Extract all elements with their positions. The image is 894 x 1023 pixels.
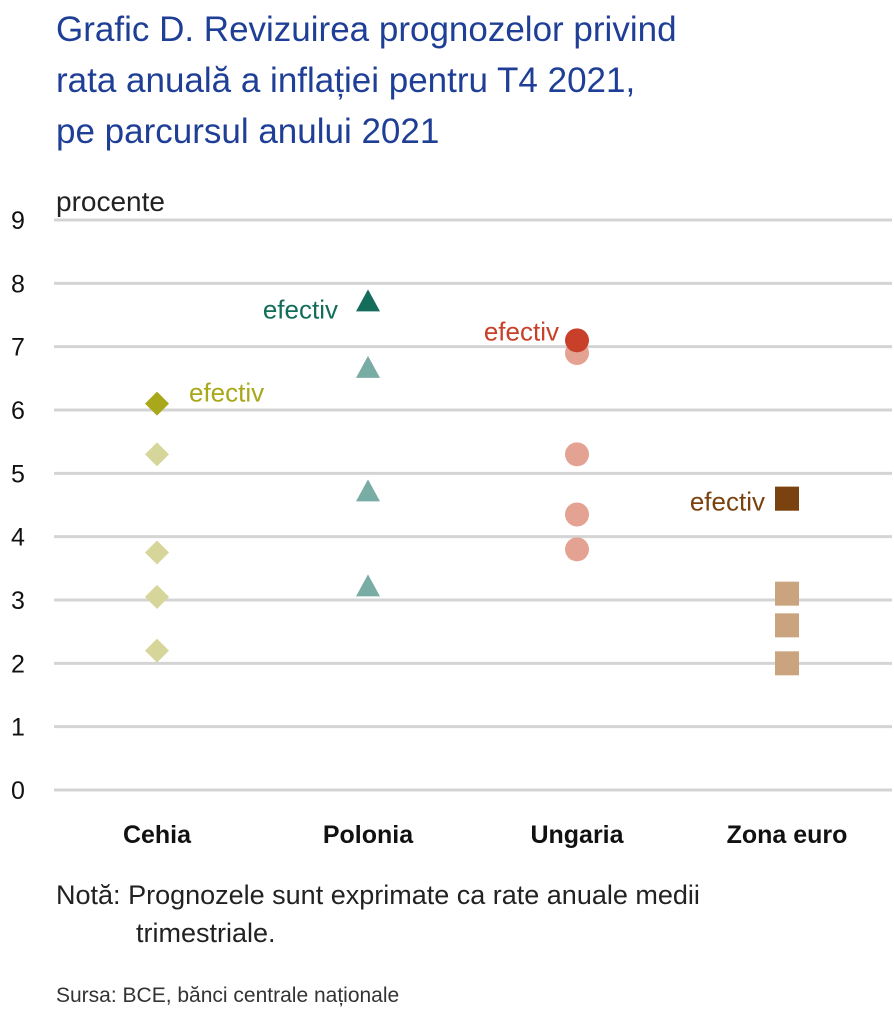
forecast-point-1-1 [145, 638, 169, 663]
gridlines [54, 218, 892, 792]
actual-label-1: efectiv [189, 378, 264, 408]
actual-point-4 [775, 486, 799, 511]
forecast-point-3-1 [565, 537, 589, 562]
x-category-label-1: Cehia [123, 821, 192, 849]
y-axis-ticks: 0 1 2 3 4 5 6 7 8 9 [11, 207, 25, 805]
forecast-point-1-2 [145, 584, 169, 609]
chart-title-line-1: Grafic D. Revizuirea prognozelor privind [56, 10, 677, 49]
x-axis-categories: Cehia Polonia Ungaria Zona euro [123, 821, 847, 849]
unit-label: procente [56, 186, 165, 217]
forecast-point-4-1 [775, 651, 799, 676]
data-points: efectiv efectiv efectiv efectiv [145, 289, 799, 676]
x-category-label-2: Polonia [323, 821, 414, 849]
forecast-point-3-2 [565, 502, 589, 527]
chart-title-line-3: pe parcursul anului 2021 [56, 112, 440, 151]
forecast-point-2-3 [356, 355, 380, 378]
source-note: Sursa: BCE, bănci centrale naționale [56, 984, 400, 1007]
actual-point-1 [145, 391, 169, 416]
chart-title: Grafic D. Revizuirea prognozelor privind… [56, 4, 876, 157]
y-tick-label-9: 9 [11, 207, 25, 235]
actual-label-4: efectiv [690, 487, 765, 517]
y-tick-label-8: 8 [11, 270, 25, 298]
y-tick-label-2: 2 [11, 650, 25, 678]
actual-label-2: efectiv [263, 294, 338, 324]
y-tick-label-3: 3 [11, 587, 25, 615]
forecast-point-3-3 [565, 442, 589, 467]
actual-point-3 [565, 328, 589, 353]
actual-label-3: efectiv [484, 316, 559, 346]
x-category-label-3: Ungaria [530, 821, 624, 849]
chart-title-line-2: rata anuală a inflației pentru T4 2021, [56, 61, 636, 100]
y-tick-label-1: 1 [11, 714, 25, 742]
forecast-point-2-1 [356, 574, 380, 597]
y-tick-label-4: 4 [11, 524, 25, 552]
y-tick-label-0: 0 [11, 777, 25, 805]
scatter-chart: procente 0 1 2 3 4 5 6 7 8 9 Cehia Polonia Ungaria Z… [11, 186, 892, 849]
forecast-point-4-3 [775, 581, 799, 606]
footnote-label: Notă: [56, 880, 121, 910]
y-tick-label-6: 6 [11, 397, 25, 425]
x-category-label-4: Zona euro [727, 821, 848, 849]
footnote-text: Prognozele sunt exprimate ca rate anuale… [128, 880, 700, 910]
forecast-point-2-2 [356, 479, 380, 502]
actual-point-2 [356, 289, 380, 312]
footnote-text-continued: trimestriale. [136, 918, 276, 948]
footnote: Notă: Prognozele sunt exprimate ca rate … [56, 876, 876, 952]
forecast-point-1-4 [145, 442, 169, 467]
y-tick-label-7: 7 [11, 334, 25, 362]
forecast-point-1-3 [145, 540, 169, 565]
forecast-point-4-2 [775, 613, 799, 638]
y-tick-label-5: 5 [11, 460, 25, 488]
